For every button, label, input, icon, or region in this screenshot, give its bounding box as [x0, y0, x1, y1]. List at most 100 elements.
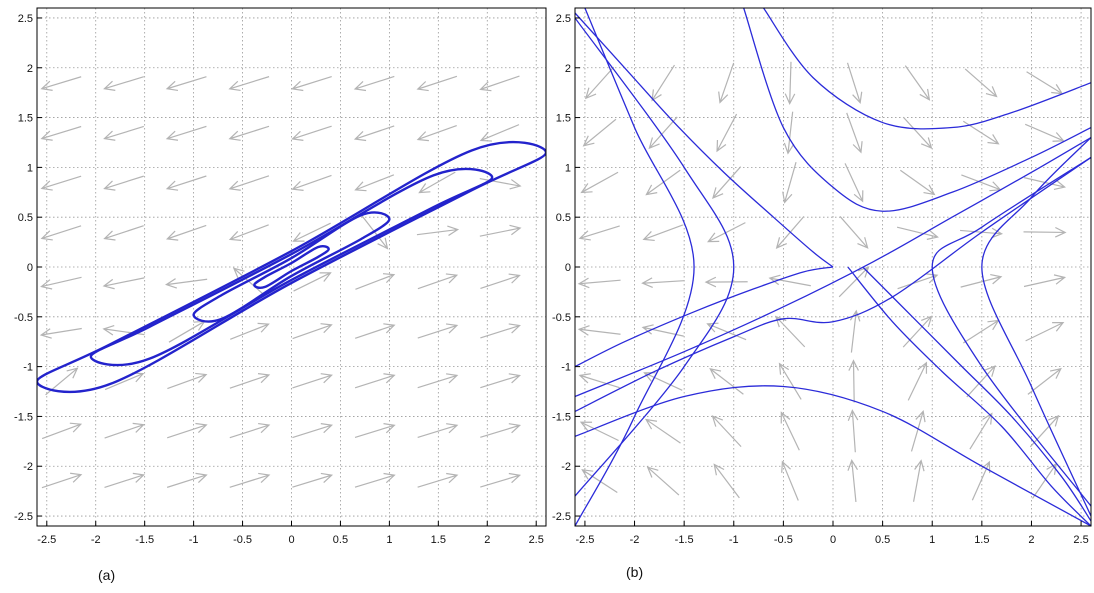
field-arrow — [292, 423, 334, 439]
y-tick-label: 2 — [27, 63, 33, 75]
field-arrow — [960, 273, 1003, 288]
y-tick-label: -2 — [23, 461, 33, 473]
field-arrow — [907, 361, 928, 401]
field-arrow — [849, 309, 861, 353]
x-tick-label: 0 — [830, 534, 836, 546]
field-arrow — [711, 415, 742, 448]
field-arrow — [641, 324, 684, 337]
field-arrow — [578, 225, 620, 241]
field-arrow — [904, 65, 931, 101]
field-arrow — [230, 322, 270, 340]
field-arrow — [1026, 71, 1064, 95]
field-arrow — [165, 125, 207, 141]
field-arrow — [167, 422, 208, 439]
panel-a-label: (a) — [98, 567, 115, 583]
field-arrow — [582, 118, 617, 147]
field-arrow — [292, 373, 333, 389]
field-arrow — [40, 276, 82, 290]
field-arrow — [1032, 462, 1057, 499]
x-tick-label: -0.5 — [233, 534, 252, 546]
field-arrow — [780, 411, 800, 451]
field-arrow — [165, 224, 207, 241]
x-tick-label: 1 — [386, 534, 392, 546]
trajectory-b-2 — [743, 8, 1091, 212]
trajectories — [37, 140, 546, 394]
field-arrow — [646, 466, 680, 496]
trajectory-b-8 — [575, 17, 735, 497]
field-arrow — [897, 273, 939, 290]
field-arrow — [648, 116, 678, 150]
trajectory-b-5 — [575, 156, 1091, 413]
x-tick-label: 1.5 — [431, 534, 446, 546]
field-arrow — [581, 469, 618, 494]
field-arrow — [292, 222, 331, 242]
x-tick-label: 1.5 — [974, 534, 989, 546]
field-arrow — [912, 459, 925, 502]
field-arrow — [40, 225, 82, 241]
field-arrow — [41, 422, 83, 440]
field-arrow — [1024, 123, 1065, 142]
field-arrow — [103, 225, 144, 241]
field-arrow — [417, 273, 459, 290]
x-tick-label: 0.5 — [333, 534, 348, 546]
field-arrow — [229, 422, 271, 439]
y-tick-label: 1 — [27, 162, 33, 174]
field-arrow — [479, 124, 520, 142]
x-tick-label: -2.5 — [575, 534, 594, 546]
field-arrow — [480, 323, 521, 339]
field-arrow — [291, 125, 332, 141]
field-arrow — [704, 276, 748, 288]
field-arrow — [784, 61, 796, 105]
field-arrow — [418, 171, 456, 194]
field-arrow — [229, 472, 271, 488]
field-arrow — [103, 175, 144, 191]
field-arrow — [416, 124, 457, 142]
y-tick-label: -0.5 — [14, 312, 33, 324]
field-arrow — [479, 178, 522, 190]
field-arrow — [643, 372, 683, 391]
field-arrow — [416, 225, 460, 237]
field-arrow — [228, 175, 270, 191]
field-arrow — [641, 277, 685, 288]
x-tick-label: -2.5 — [37, 534, 56, 546]
y-tick-label: 0.5 — [18, 212, 33, 224]
field-arrow — [165, 175, 207, 191]
field-arrow — [706, 322, 747, 341]
field-arrow — [969, 412, 993, 450]
y-tick-label: 2 — [565, 63, 571, 75]
field-arrow — [1023, 226, 1067, 238]
field-arrow — [354, 323, 396, 339]
y-tick-label: -2 — [561, 461, 571, 473]
field-arrow — [961, 174, 1002, 192]
field-arrow — [41, 472, 83, 489]
field-arrow — [417, 323, 459, 339]
y-tick-label: -2.5 — [552, 511, 571, 523]
field-arrow — [846, 62, 863, 104]
field-arrow — [782, 162, 797, 204]
field-arrow — [839, 216, 869, 249]
panel-b-label: (b) — [626, 564, 643, 580]
x-tick-label: 2 — [1028, 534, 1034, 546]
field-arrow — [104, 372, 145, 391]
trajectory-b-11 — [862, 266, 1091, 522]
x-tick-label: 0.5 — [875, 534, 890, 546]
field-arrow — [228, 125, 270, 141]
x-tick-label: -2 — [630, 534, 640, 546]
field-arrow — [353, 75, 395, 92]
field-arrow — [40, 125, 82, 141]
field-arrow — [577, 325, 621, 336]
y-tick-label: -2.5 — [14, 511, 33, 523]
x-tick-label: -1 — [729, 534, 739, 546]
field-arrow — [1025, 322, 1065, 342]
panel-b-phase-portrait: -2.5 -2 -1.5 -1 -0.5 0 0.5 1 1.5 2 2.5 2.5 2 1.5 1 0.5 0… — [552, 7, 1092, 546]
field-arrow — [848, 359, 859, 403]
y-tick-label: 2.5 — [556, 13, 571, 25]
field-arrow — [479, 224, 522, 237]
field-arrow — [166, 472, 208, 488]
field-arrow — [417, 373, 459, 389]
field-arrow — [966, 365, 996, 398]
y-tick-label: -1.5 — [552, 411, 571, 423]
x-tick-label: 2 — [484, 534, 490, 546]
field-arrow — [846, 112, 863, 154]
field-arrow — [902, 116, 933, 149]
